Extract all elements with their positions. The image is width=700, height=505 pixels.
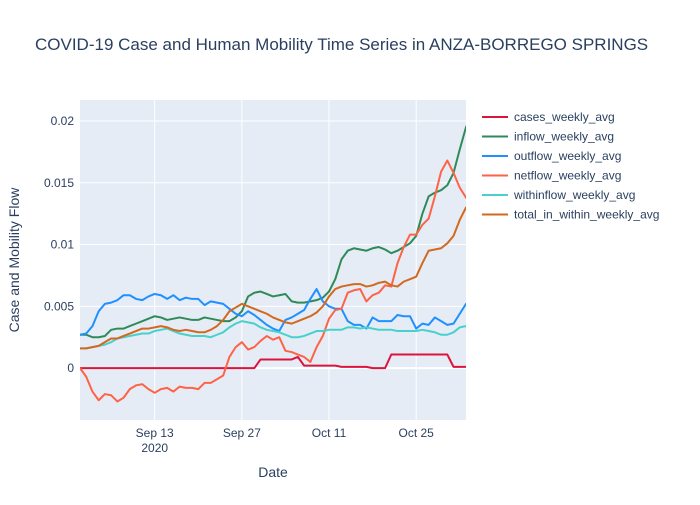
y-tick-label: 0.005 <box>44 299 74 313</box>
y-axis-ticks: 0 0.005 0.01 0.015 0.02 <box>44 114 74 375</box>
series-line-withinflow-weekly-avg <box>80 320 466 350</box>
x-tick-label: Oct 11 <box>312 426 347 440</box>
legend-label: inflow_weekly_avg <box>514 130 614 144</box>
legend-item[interactable]: withinflow_weekly_avg <box>482 188 635 202</box>
x-tick-label: Oct 25 <box>399 426 435 440</box>
y-tick-label: 0 <box>67 361 74 375</box>
legend-label: netflow_weekly_avg <box>514 169 621 183</box>
x-axis-title: Date <box>258 464 288 480</box>
series-line-cases-weekly-avg <box>80 353 466 370</box>
legend-item[interactable]: inflow_weekly_avg <box>482 130 614 144</box>
legend-label: withinflow_weekly_avg <box>513 188 635 202</box>
x-tick-label: Sep 13 <box>136 426 174 440</box>
legend-label: outflow_weekly_avg <box>514 149 621 163</box>
y-axis-title: Case and Mobility Flow <box>6 187 22 333</box>
legend: cases_weekly_avg inflow_weekly_avgoutflow… <box>482 110 659 222</box>
plot-area <box>80 100 466 420</box>
legend-item[interactable]: netflow_weekly_avg <box>482 169 621 183</box>
legend-item[interactable]: outflow_weekly_avg <box>482 149 621 163</box>
series-line-total-in-within-weekly-avg <box>80 206 466 350</box>
legend-label: total_in_within_weekly_avg <box>514 208 659 222</box>
x-tick-label: Sep 27 <box>223 426 261 440</box>
series-line-outflow-weekly-avg <box>80 288 466 336</box>
chart-title: COVID-19 Case and Human Mobility Time Se… <box>35 35 648 54</box>
series-layer <box>80 125 466 403</box>
legend-label: cases_weekly_avg <box>514 110 615 124</box>
y-tick-label: 0.02 <box>51 114 75 128</box>
series-line-netflow-weekly-avg <box>80 159 466 403</box>
y-tick-label: 0.01 <box>51 238 75 252</box>
legend-item[interactable]: cases_weekly_avg <box>482 110 615 124</box>
x-tick-sublabel: 2020 <box>141 441 168 455</box>
legend-item[interactable]: total_in_within_weekly_avg <box>482 208 659 222</box>
y-tick-label: 0.015 <box>44 176 74 190</box>
